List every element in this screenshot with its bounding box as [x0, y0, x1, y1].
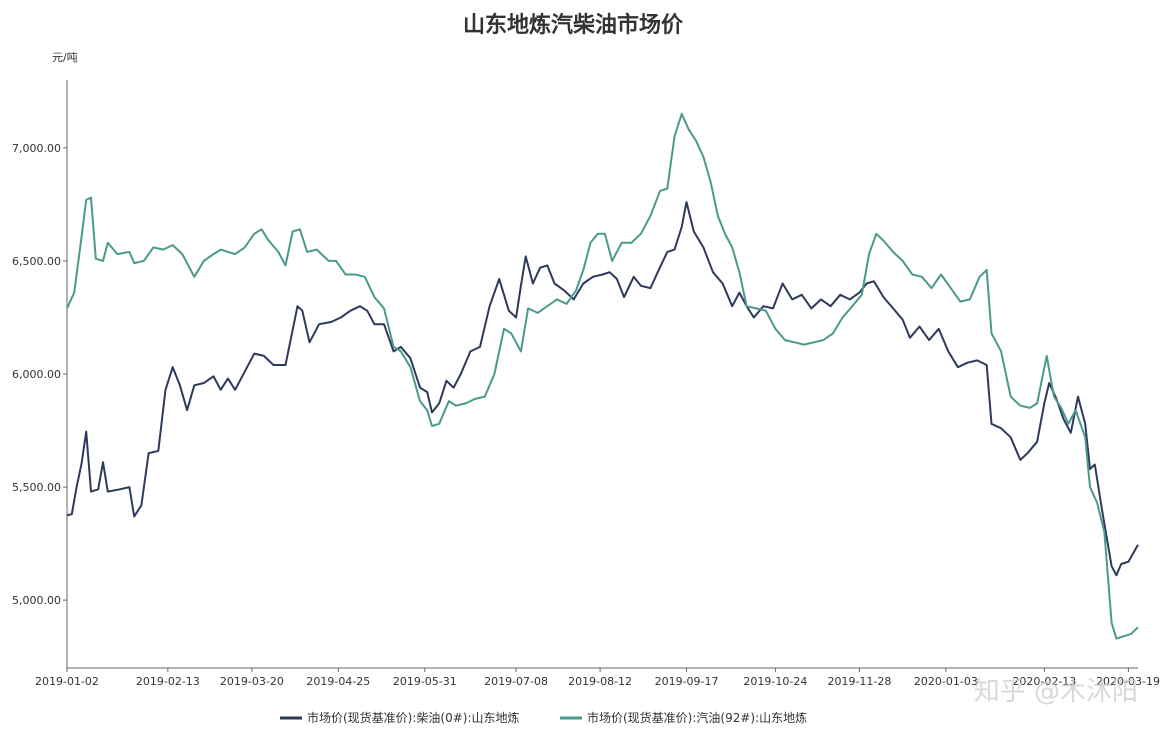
y-tick-label: 7,000.00: [12, 142, 61, 155]
y-tick-label: 6,500.00: [12, 255, 61, 268]
x-tick-label: 2019-05-31: [393, 675, 457, 688]
watermark-text: 知乎 @木沐阳: [974, 677, 1138, 707]
legend-label: 市场价(现货基准价):柴油(0#):山东地炼: [307, 710, 520, 725]
x-tick-label: 2019-04-25: [306, 675, 370, 688]
x-axis: 2019-01-02 2019-02-13 2019-03-20 2019-04-25…: [35, 667, 1160, 688]
y-axis-unit-label: 元/吨: [52, 51, 78, 64]
x-tick-label: 2020-02-13: [1012, 675, 1076, 688]
series-line-gasoline: [66, 112, 1139, 640]
x-tick-label: 2019-11-28: [827, 675, 891, 688]
x-tick-label: 2019-07-08: [484, 675, 548, 688]
x-tick-label: 2019-09-17: [655, 675, 719, 688]
y-axis: 5,000.00 5,500.00 6,000.00 6,500.00 7,000.00: [12, 80, 68, 668]
legend: 市场价(现货基准价):柴油(0#):山东地炼 市场价(现货基准价):汽油(92#)…: [280, 710, 807, 725]
chart-title: 山东地炼汽柴油市场价: [463, 12, 684, 38]
series-line-diesel: [66, 201, 1139, 577]
legend-label: 市场价(现货基准价):汽油(92#):山东地炼: [587, 710, 807, 725]
x-tick-label: 2020-03-19: [1096, 675, 1160, 688]
x-tick-label: 2019-03-20: [220, 675, 284, 688]
y-tick-label: 6,000.00: [12, 368, 61, 381]
x-tick-label: 2019-01-02: [35, 675, 99, 688]
x-tick-label: 2019-10-24: [743, 675, 807, 688]
x-tick-label: 2019-08-12: [568, 675, 632, 688]
x-tick-label: 2020-01-03: [914, 675, 978, 688]
y-tick-label: 5,000.00: [12, 594, 61, 607]
series-layer: [66, 112, 1139, 640]
x-tick-label: 2019-02-13: [136, 675, 200, 688]
y-tick-label: 5,500.00: [12, 481, 61, 494]
